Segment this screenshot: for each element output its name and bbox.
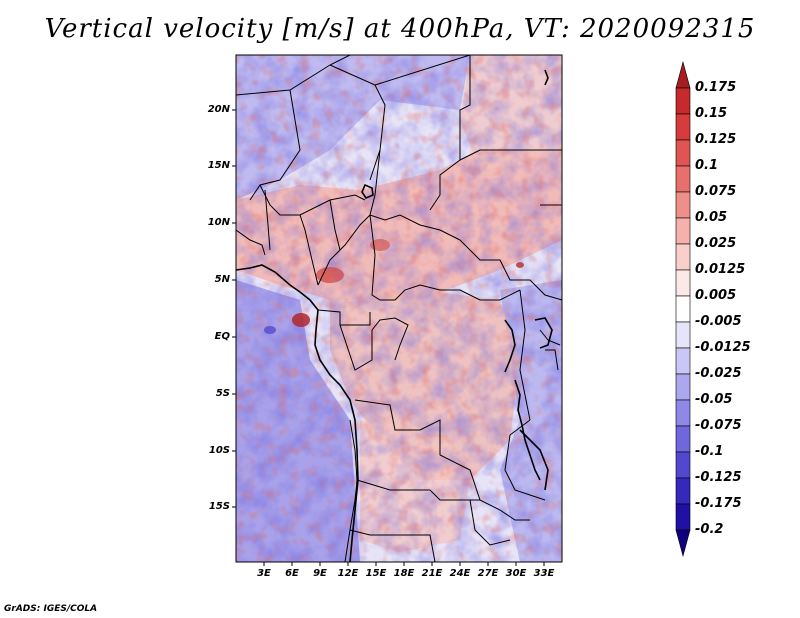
lon-label-9e: 9E	[313, 568, 327, 579]
lat-label-10s: 10S	[208, 445, 230, 456]
colorbar-swatch	[675, 321, 691, 349]
colorbar-label: -0.05	[695, 392, 733, 407]
vertical-velocity-field	[236, 55, 562, 562]
lat-label-20n: 20N	[207, 104, 230, 115]
lat-label-eq: EQ	[214, 331, 230, 342]
colorbar-swatch	[675, 165, 691, 193]
plot-frame	[232, 54, 563, 566]
lat-label-15s: 15S	[208, 501, 230, 512]
colorbar-swatch	[675, 503, 691, 531]
colorbar-swatch	[675, 347, 691, 375]
colorbar-label: -0.075	[695, 418, 742, 433]
colorbar-label: 0.0125	[695, 262, 746, 277]
colorbar-label: 0.175	[695, 80, 737, 95]
colorbar-swatch	[675, 113, 691, 141]
colorbar-label: -0.125	[695, 470, 742, 485]
colorbar-swatch	[675, 373, 691, 401]
colorbar-swatch	[675, 295, 691, 323]
lon-label-30e: 30E	[505, 568, 527, 579]
colorbar-swatch	[675, 243, 691, 271]
colorbar-swatch	[675, 477, 691, 505]
colorbar-swatch	[675, 139, 691, 167]
lon-label-33e: 33E	[533, 568, 555, 579]
lat-label-10n: 10N	[207, 217, 230, 228]
colorbar-label: 0.075	[695, 184, 737, 199]
lon-label-21e: 21E	[421, 568, 443, 579]
lat-label-15n: 15N	[207, 160, 230, 171]
lon-label-18e: 18E	[393, 568, 415, 579]
grads-credit: GrADS: IGES/COLA	[4, 604, 98, 614]
colorbar-swatch	[675, 425, 691, 453]
lat-label-5s: 5S	[215, 388, 230, 399]
colorbar-label: -0.025	[695, 366, 742, 381]
colorbar-swatch	[675, 217, 691, 245]
country-borders	[236, 55, 562, 562]
lon-label-15e: 15E	[365, 568, 387, 579]
colorbar-label: -0.0125	[695, 340, 751, 355]
colorbar-swatch	[675, 451, 691, 479]
colorbar-swatch	[675, 191, 691, 219]
colorbar-swatch	[675, 87, 691, 115]
colorbar-swatches	[675, 60, 691, 558]
lon-label-3e: 3E	[257, 568, 271, 579]
coastlines-and-lakes	[236, 69, 553, 562]
lon-label-6e: 6E	[285, 568, 299, 579]
lon-label-12e: 12E	[337, 568, 359, 579]
colorbar-label: 0.025	[695, 236, 737, 251]
colorbar-label: -0.2	[695, 522, 724, 537]
colorbar-label: -0.1	[695, 444, 724, 459]
colorbar-label: 0.1	[695, 158, 719, 173]
colorbar-label: -0.005	[695, 314, 742, 329]
colorbar-label: 0.05	[695, 210, 728, 225]
colorbar-label: -0.175	[695, 496, 742, 511]
colorbar-swatch	[675, 399, 691, 427]
colorbar-label: 0.125	[695, 132, 737, 147]
colorbar-arrow-bottom	[675, 529, 691, 558]
colorbar-label: 0.005	[695, 288, 737, 303]
colorbar-arrow-top	[675, 60, 691, 89]
lon-label-27e: 27E	[477, 568, 499, 579]
map-title: Vertical velocity [m/s] at 400hPa, VT: 2…	[44, 14, 756, 44]
colorbar-label: 0.15	[695, 106, 728, 121]
lat-label-5n: 5N	[214, 274, 230, 285]
lon-label-24e: 24E	[449, 568, 471, 579]
colorbar-swatch	[675, 269, 691, 297]
